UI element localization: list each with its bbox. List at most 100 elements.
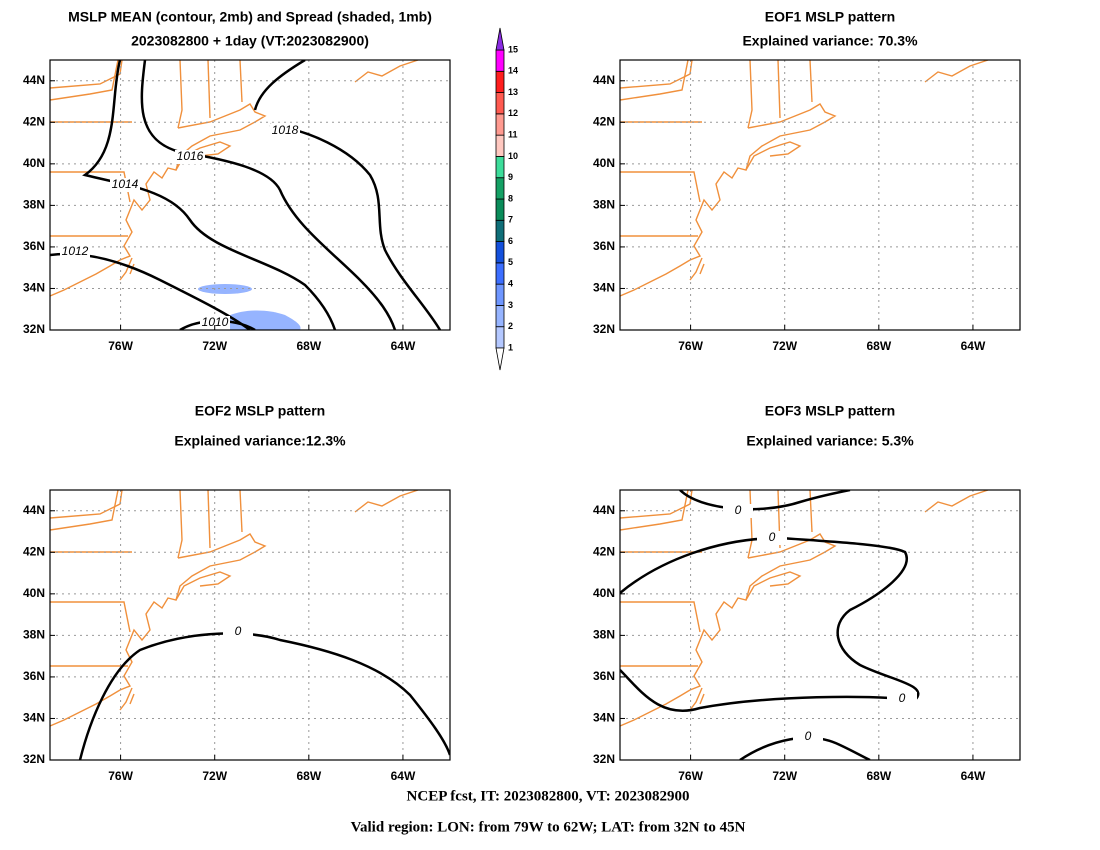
y-tick-label: 38N — [23, 628, 45, 642]
coastline — [620, 490, 693, 519]
map-panel: 1018 1016 1014 1012 1010 76W 72W 68W 64W 32N 34N 36… — [23, 59, 451, 353]
coastline — [689, 257, 703, 281]
colorbar-box — [495, 262, 505, 285]
contour — [78, 632, 450, 760]
colorbar-over — [495, 27, 505, 51]
colorbar-label: 10 — [508, 151, 518, 161]
panel-frame — [619, 59, 1021, 331]
map-panel: 0 0 0 0 76W 72W 68W 64W 32N 34N 36N 38N 40N 42N 44N — [593, 489, 1021, 783]
footer: Valid region: LON: from 79W to 62W; LAT:… — [351, 819, 746, 835]
contour-label-bg — [723, 504, 753, 518]
coastline — [175, 571, 232, 601]
colorbar-label: 7 — [508, 215, 513, 225]
panel-frame — [49, 489, 451, 761]
coastline — [50, 490, 119, 531]
y-tick-label: 34N — [23, 711, 45, 725]
y-tick-label: 42N — [23, 544, 45, 558]
y-tick-label: 40N — [23, 586, 45, 600]
contour-label-bg — [270, 124, 300, 138]
y-tick-label: 36N — [593, 239, 615, 253]
colorbar-label: 1 — [508, 342, 513, 352]
colorbar-box — [495, 241, 505, 264]
spread-shade — [198, 284, 252, 294]
coastline — [354, 490, 419, 513]
y-tick-label: 40N — [593, 586, 615, 600]
contour — [140, 60, 397, 330]
panel-frame — [49, 59, 451, 331]
contour — [82, 60, 337, 330]
coastline — [50, 60, 123, 89]
coastline — [50, 60, 119, 101]
y-tick-label: 36N — [23, 239, 45, 253]
colorbar-label: 8 — [508, 193, 513, 203]
y-tick-label: 38N — [593, 198, 615, 212]
colorbar-label: 5 — [508, 257, 513, 267]
coastline — [924, 60, 989, 83]
y-tick-label: 36N — [593, 669, 615, 683]
y-tick-label: 44N — [593, 503, 615, 517]
panel-title: Explained variance: 70.3% — [742, 33, 918, 49]
contour-label-bg — [200, 316, 230, 330]
map-area: 0 — [50, 490, 450, 760]
y-tick-label: 32N — [23, 752, 45, 766]
coastline — [119, 257, 133, 281]
colorbar-box — [495, 113, 505, 136]
x-tick-label: 68W — [866, 339, 891, 353]
coastline — [620, 601, 701, 633]
map-area: 1018 1016 1014 1012 1010 — [50, 60, 450, 330]
colorbar-box — [495, 92, 505, 115]
colorbar-box — [495, 198, 505, 221]
x-tick-label: 72W — [202, 339, 227, 353]
coastline — [50, 601, 131, 633]
panel-title: 2023082800 + 1day (VT:2023082900) — [131, 33, 369, 49]
x-tick-label: 64W — [961, 769, 986, 783]
contour-label: 0 — [899, 691, 906, 705]
coastline — [129, 693, 135, 705]
contour-label: 0 — [769, 530, 776, 544]
contour-label-bg — [793, 730, 823, 744]
contour — [269, 123, 442, 330]
coastline — [207, 60, 211, 119]
contour-label-bg — [223, 625, 253, 639]
colorbar-label: 11 — [508, 130, 518, 140]
y-tick-label: 44N — [23, 503, 45, 517]
colorbar-box — [495, 305, 505, 328]
coastline — [745, 141, 802, 171]
x-tick-label: 68W — [296, 339, 321, 353]
y-tick-label: 32N — [593, 752, 615, 766]
map-panel: 0 76W 72W 68W 64W 32N 34N 36N 38N 40N 42N 44N — [23, 489, 451, 783]
x-tick-label: 76W — [678, 339, 703, 353]
coastline — [620, 490, 689, 531]
y-tick-label: 32N — [593, 322, 615, 336]
colorbar-label: 9 — [508, 172, 513, 182]
y-tick-label: 44N — [593, 73, 615, 87]
coastline — [129, 263, 135, 275]
map-area: 0 0 0 0 — [620, 490, 1020, 760]
contour-label: 1012 — [62, 244, 89, 258]
coastline — [777, 60, 781, 119]
coastline — [177, 490, 183, 559]
x-tick-label: 68W — [296, 769, 321, 783]
y-tick-label: 34N — [23, 281, 45, 295]
colorbar-box — [495, 283, 505, 306]
coastline — [177, 60, 183, 129]
y-tick-label: 40N — [593, 156, 615, 170]
colorbar-box — [495, 49, 505, 72]
spread-shade — [215, 310, 301, 330]
coastline — [745, 571, 802, 601]
map-panel: 76W 72W 68W 64W 32N 34N 36N 38N 40N 42N 44N — [593, 59, 1021, 353]
contour-label-bg — [757, 531, 787, 545]
y-tick-label: 38N — [23, 198, 45, 212]
colorbar-box — [495, 326, 505, 349]
coastline — [620, 171, 701, 203]
map-area — [620, 60, 1020, 330]
colorbar-label: 14 — [508, 66, 518, 76]
coastline — [50, 490, 123, 519]
coastline — [747, 490, 753, 559]
contour-label: 0 — [235, 624, 242, 638]
coastline — [207, 490, 211, 549]
coastline — [50, 103, 267, 297]
x-tick-label: 64W — [391, 769, 416, 783]
coastline — [747, 60, 753, 129]
